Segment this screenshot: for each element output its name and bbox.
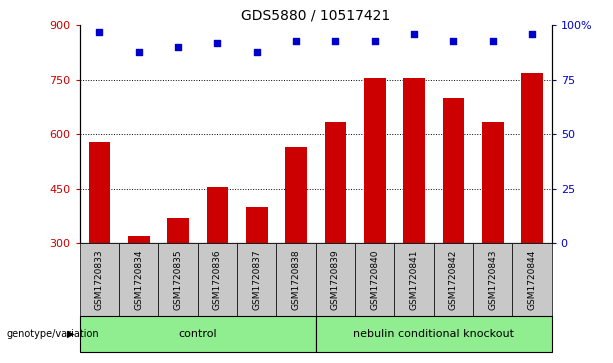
Text: GSM1720835: GSM1720835 (173, 249, 183, 310)
Text: GSM1720843: GSM1720843 (488, 249, 497, 310)
Bar (285, 147, 307, 243)
Bar (403, 78, 425, 243)
Point (370, 38, 379, 44)
Text: GSM1720836: GSM1720836 (213, 249, 222, 310)
Text: GSM1720842: GSM1720842 (449, 249, 458, 310)
Point (213, 40, 223, 46)
Point (291, 38, 301, 44)
Text: GSM1720839: GSM1720839 (331, 249, 340, 310)
Bar (324, 122, 346, 243)
Bar (521, 73, 543, 243)
Text: genotype/variation: genotype/variation (6, 329, 99, 339)
Text: GSM1720833: GSM1720833 (95, 249, 104, 310)
Text: GSM1720837: GSM1720837 (252, 249, 261, 310)
Text: GSM1720841: GSM1720841 (409, 249, 419, 310)
Point (252, 49, 262, 54)
Point (330, 38, 340, 44)
Bar (364, 78, 386, 243)
Bar (88, 142, 110, 243)
Text: control: control (178, 329, 217, 339)
Text: GSM1720838: GSM1720838 (292, 249, 300, 310)
Point (134, 49, 143, 54)
Bar (443, 98, 464, 243)
Bar (128, 236, 150, 243)
Bar (246, 207, 267, 243)
Point (409, 31, 419, 37)
Title: GDS5880 / 10517421: GDS5880 / 10517421 (241, 9, 390, 23)
Bar (207, 187, 228, 243)
Point (527, 31, 537, 37)
Text: GSM1720844: GSM1720844 (528, 249, 536, 310)
Text: ▶: ▶ (67, 329, 74, 339)
Text: GSM1720834: GSM1720834 (134, 249, 143, 310)
Text: GSM1720840: GSM1720840 (370, 249, 379, 310)
Text: nebulin conditional knockout: nebulin conditional knockout (353, 329, 514, 339)
Point (173, 44, 183, 50)
Point (488, 38, 498, 44)
Bar (482, 122, 503, 243)
Bar (167, 218, 189, 243)
Point (449, 38, 459, 44)
Point (94, 29, 104, 35)
